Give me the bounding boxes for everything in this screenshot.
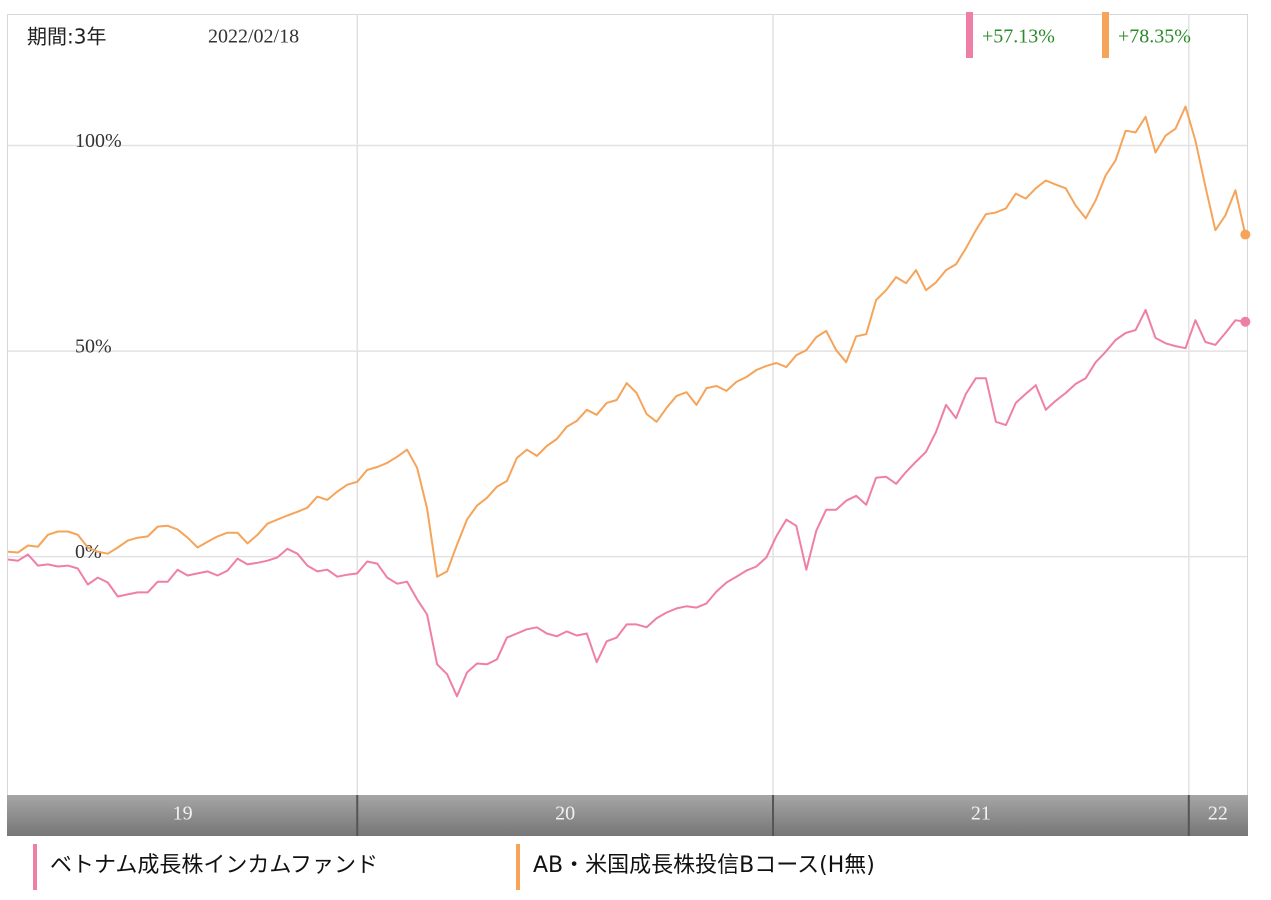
legend-label: ベトナム成長株インカムファンド	[50, 853, 378, 878]
x-tick-label: 19	[173, 803, 193, 825]
end-dot	[1240, 316, 1251, 327]
y-tick-label: 50%	[75, 336, 112, 358]
x-tick-label: 22	[1208, 803, 1228, 825]
x-tick-label: 20	[555, 803, 575, 825]
last-values: +57.13% +78.35%	[966, 12, 1191, 58]
x-tick-label: 21	[971, 803, 991, 825]
lines	[7, 105, 1251, 698]
plot-frame	[7, 14, 1248, 796]
series-line	[7, 309, 1246, 698]
last-value-swatch	[1102, 12, 1109, 58]
y-tick-label: 100%	[75, 130, 122, 152]
legend-swatch	[33, 844, 37, 890]
last-value-label: +57.13%	[982, 26, 1055, 48]
period-label: 期間:3年	[27, 25, 106, 49]
grid: 0% 50% 100% 19 20 21 22	[8, 14, 1247, 836]
series-line	[7, 105, 1247, 578]
last-value-label: +78.35%	[1118, 26, 1191, 48]
y-tick-label: 0%	[75, 541, 102, 563]
last-value-swatch	[966, 12, 973, 58]
legend-swatch	[516, 844, 520, 890]
year-bar	[7, 795, 1248, 836]
legend-label: AB・米国成長株投信Bコース(H無)	[533, 853, 875, 878]
end-dot	[1240, 229, 1251, 240]
date-label: 2022/02/18	[208, 26, 299, 48]
legend: ベトナム成長株インカムファンド AB・米国成長株投信Bコース(H無)	[33, 844, 875, 890]
